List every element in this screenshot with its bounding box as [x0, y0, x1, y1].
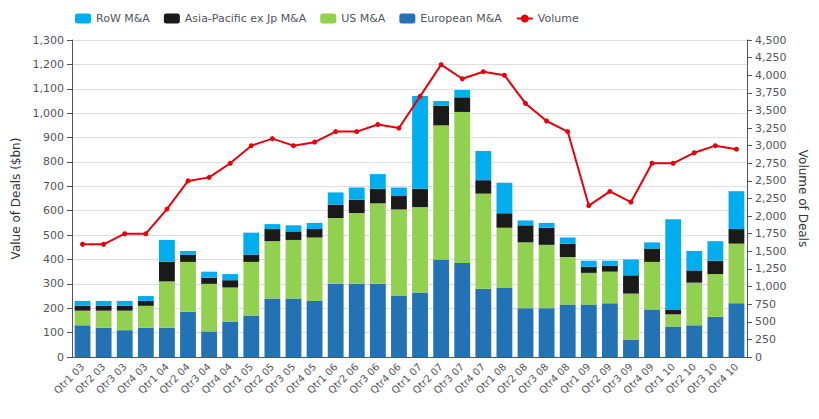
svg-text:Qtr4 06: Qtr4 06 [368, 361, 403, 396]
svg-text:Qtr2 09: Qtr2 09 [579, 361, 614, 396]
svg-text:Qtr3 08: Qtr3 08 [515, 361, 551, 396]
svg-text:0: 0 [57, 351, 64, 364]
svg-text:1,300: 1,300 [33, 34, 65, 47]
svg-text:400: 400 [43, 253, 64, 266]
svg-text:Qtr4 08: Qtr4 08 [536, 361, 572, 396]
svg-text:Qtr3 03: Qtr3 03 [93, 361, 129, 396]
svg-text:Qtr1 07: Qtr1 07 [389, 361, 424, 396]
svg-text:Qtr1 09: Qtr1 09 [558, 361, 593, 396]
svg-text:Qtr1 10: Qtr1 10 [642, 361, 678, 396]
svg-text:Asia-Pacific ex Jp M&A: Asia-Pacific ex Jp M&A [185, 12, 307, 25]
svg-text:1,000: 1,000 [755, 280, 787, 293]
svg-text:1,250: 1,250 [755, 262, 787, 275]
svg-text:Qtr2 06: Qtr2 06 [325, 361, 361, 396]
svg-text:Qtr4 03: Qtr4 03 [115, 361, 150, 396]
svg-text:Qtr2 03: Qtr2 03 [72, 361, 108, 396]
svg-text:700: 700 [43, 180, 64, 193]
svg-text:800: 800 [43, 155, 64, 168]
svg-text:0: 0 [755, 351, 762, 364]
svg-text:Qtr3 06: Qtr3 06 [347, 361, 382, 396]
svg-text:Qtr3 04: Qtr3 04 [178, 361, 213, 396]
svg-text:1,100: 1,100 [33, 82, 65, 95]
svg-text:Qtr4 10: Qtr4 10 [706, 361, 741, 396]
svg-text:500: 500 [755, 315, 776, 328]
svg-text:Qtr4 07: Qtr4 07 [452, 361, 488, 396]
svg-text:3,500: 3,500 [755, 104, 787, 117]
svg-text:Value of Deals ($bn): Value of Deals ($bn) [9, 138, 23, 260]
svg-text:4,500: 4,500 [755, 34, 787, 47]
svg-text:Qtr1 06: Qtr1 06 [304, 361, 340, 396]
svg-text:Qtr2 04: Qtr2 04 [157, 361, 192, 396]
svg-text:Qtr4 09: Qtr4 09 [621, 361, 656, 396]
svg-text:200: 200 [43, 302, 64, 315]
svg-text:2,750: 2,750 [755, 157, 787, 170]
svg-text:European M&A: European M&A [420, 12, 502, 25]
svg-text:3,000: 3,000 [755, 139, 787, 152]
svg-text:Qtr2 08: Qtr2 08 [494, 361, 530, 396]
svg-text:600: 600 [43, 204, 64, 217]
svg-text:2,500: 2,500 [755, 174, 787, 187]
svg-text:Qtr1 04: Qtr1 04 [136, 361, 171, 396]
svg-text:750: 750 [755, 298, 776, 311]
svg-text:Volume: Volume [538, 12, 579, 25]
svg-text:Qtr3 07: Qtr3 07 [431, 361, 467, 396]
svg-text:Qtr2 05: Qtr2 05 [241, 361, 277, 396]
svg-text:100: 100 [43, 326, 64, 339]
svg-text:1,000: 1,000 [33, 107, 65, 120]
svg-text:Qtr2 10: Qtr2 10 [663, 361, 699, 396]
svg-text:Qtr4 04: Qtr4 04 [199, 361, 235, 396]
svg-text:Qtr3 09: Qtr3 09 [600, 361, 635, 396]
svg-text:Qtr4 05: Qtr4 05 [283, 361, 319, 396]
svg-text:4,250: 4,250 [755, 51, 787, 64]
svg-text:4,000: 4,000 [755, 69, 787, 82]
svg-text:2,000: 2,000 [755, 210, 787, 223]
svg-text:500: 500 [43, 229, 64, 242]
svg-text:1,200: 1,200 [33, 58, 65, 71]
svg-text:Qtr2 07: Qtr2 07 [410, 361, 445, 396]
svg-text:Qtr1 05: Qtr1 05 [220, 361, 256, 396]
svg-text:Qtr1 08: Qtr1 08 [473, 361, 509, 396]
svg-text:Qtr3 10: Qtr3 10 [684, 361, 720, 396]
svg-text:3,250: 3,250 [755, 122, 787, 135]
svg-text:US M&A: US M&A [341, 12, 386, 25]
svg-text:300: 300 [43, 277, 64, 290]
svg-text:250: 250 [755, 333, 776, 346]
svg-text:1,750: 1,750 [755, 227, 787, 240]
svg-text:RoW M&A: RoW M&A [96, 12, 150, 25]
svg-text:3,750: 3,750 [755, 86, 787, 99]
svg-text:Qtr1 03: Qtr1 03 [51, 361, 87, 396]
svg-text:Qtr3 05: Qtr3 05 [262, 361, 298, 396]
svg-text:Volume of Deals: Volume of Deals [796, 150, 810, 247]
svg-text:900: 900 [43, 131, 64, 144]
svg-text:1,500: 1,500 [755, 245, 787, 258]
svg-text:2,250: 2,250 [755, 192, 787, 205]
